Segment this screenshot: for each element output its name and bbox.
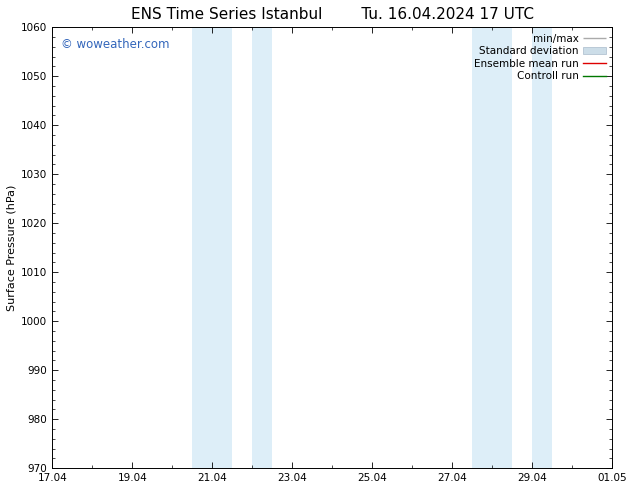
Legend: min/max, Standard deviation, Ensemble mean run, Controll run: min/max, Standard deviation, Ensemble me… [470,29,610,86]
Bar [472,27,512,468]
Bar [252,27,272,468]
Title: ENS Time Series Istanbul        Tu. 16.04.2024 17 UTC: ENS Time Series Istanbul Tu. 16.04.2024 … [131,7,534,22]
Bar [532,27,552,468]
Y-axis label: Surface Pressure (hPa): Surface Pressure (hPa) [7,185,17,311]
Text: © woweather.com: © woweather.com [61,38,169,51]
Bar [192,27,232,468]
